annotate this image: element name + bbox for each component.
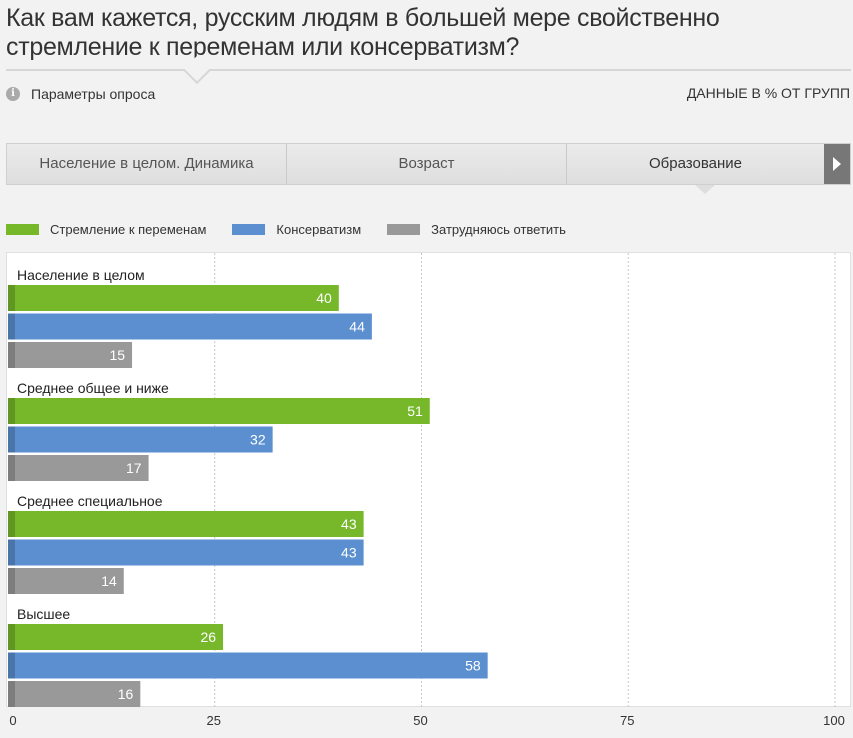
- tab-age[interactable]: Возраст: [287, 144, 567, 184]
- bar[interactable]: [8, 652, 488, 679]
- tabs-next-arrow-icon[interactable]: [824, 144, 850, 184]
- bar[interactable]: [8, 398, 430, 424]
- bar-stub: [8, 426, 15, 453]
- bar-value-label: 51: [407, 403, 423, 419]
- bar-value-label: 32: [250, 432, 266, 448]
- x-tick-label: 75: [620, 713, 634, 728]
- x-tick-label: 25: [207, 713, 221, 728]
- x-tick-label: 50: [413, 713, 427, 728]
- bar-chart: Население в целом 40 44 15 Среднее общее и н…: [8, 253, 836, 708]
- bar[interactable]: [8, 681, 141, 707]
- legend-item-hard-to-say[interactable]: Затрудняюсь ответить: [387, 222, 566, 237]
- bar-stub: [8, 342, 15, 368]
- bar-value-label: 43: [341, 516, 357, 532]
- bar-stub: [8, 624, 15, 650]
- legend-item-change[interactable]: Стремление к переменам: [6, 222, 206, 237]
- title-divider: [6, 69, 851, 71]
- bar-value-label: 17: [126, 460, 142, 476]
- bar-value-label: 15: [109, 347, 125, 363]
- bar[interactable]: [8, 539, 364, 566]
- bar-stub: [8, 539, 15, 566]
- bar-value-label: 44: [349, 319, 365, 335]
- bar-stub: [8, 681, 15, 707]
- x-tick-label: 0: [9, 713, 16, 728]
- tab-education[interactable]: Образование: [649, 155, 742, 172]
- bar[interactable]: [8, 285, 339, 311]
- bar[interactable]: [8, 313, 372, 340]
- legend-swatch-change: [6, 224, 39, 235]
- chart-title: Как вам кажется, русским людям в большей…: [6, 4, 720, 61]
- bar[interactable]: [8, 624, 224, 650]
- chart-area: Население в целом 40 44 15 Среднее общее и н…: [6, 252, 851, 708]
- legend: Стремление к переменам Консерватизм Затр…: [6, 222, 592, 237]
- legend-item-conservatism[interactable]: Консерватизм: [232, 222, 361, 237]
- legend-swatch-conservatism: [232, 224, 266, 235]
- category-label: Население в целом: [17, 267, 145, 283]
- bar[interactable]: [8, 511, 364, 537]
- tab-population-dynamics[interactable]: Население в целом. Динамика: [7, 144, 287, 184]
- bar[interactable]: [8, 455, 149, 481]
- bar-value-label: 14: [101, 573, 117, 589]
- bar-value-label: 26: [200, 629, 216, 645]
- bar-stub: [8, 398, 15, 424]
- bar-stub: [8, 455, 15, 481]
- bar[interactable]: [8, 426, 273, 453]
- bar-stub: [8, 511, 15, 537]
- legend-label-hard-to-say: Затрудняюсь ответить: [431, 222, 566, 237]
- x-tick-label: 100: [823, 713, 845, 728]
- info-icon: i: [6, 87, 20, 101]
- bar[interactable]: [8, 568, 124, 594]
- bar-value-label: 43: [341, 545, 357, 561]
- bar-value-label: 40: [316, 290, 332, 306]
- legend-label-conservatism: Консерватизм: [276, 222, 362, 237]
- bar-stub: [8, 568, 15, 594]
- bar-value-label: 16: [118, 686, 134, 702]
- legend-swatch-hard-to-say: [387, 224, 421, 235]
- legend-label-change: Стремление к переменам: [50, 222, 207, 237]
- category-label: Высшее: [17, 606, 70, 622]
- tab-bar: Население в целом. Динамика Возраст Обра…: [6, 143, 851, 185]
- survey-params-link[interactable]: i Параметры опроса: [6, 85, 155, 103]
- bar-value-label: 58: [465, 658, 481, 674]
- active-tab-pointer: [695, 185, 715, 194]
- bar-stub: [8, 313, 15, 340]
- bar[interactable]: [8, 342, 133, 368]
- category-label: Среднее общее и ниже: [17, 380, 169, 396]
- bar-stub: [8, 652, 15, 679]
- survey-params-label: Параметры опроса: [31, 86, 156, 102]
- units-label: ДАННЫЕ В % ОТ ГРУПП: [686, 85, 850, 101]
- bar-stub: [8, 285, 15, 311]
- category-label: Среднее специальное: [17, 493, 163, 509]
